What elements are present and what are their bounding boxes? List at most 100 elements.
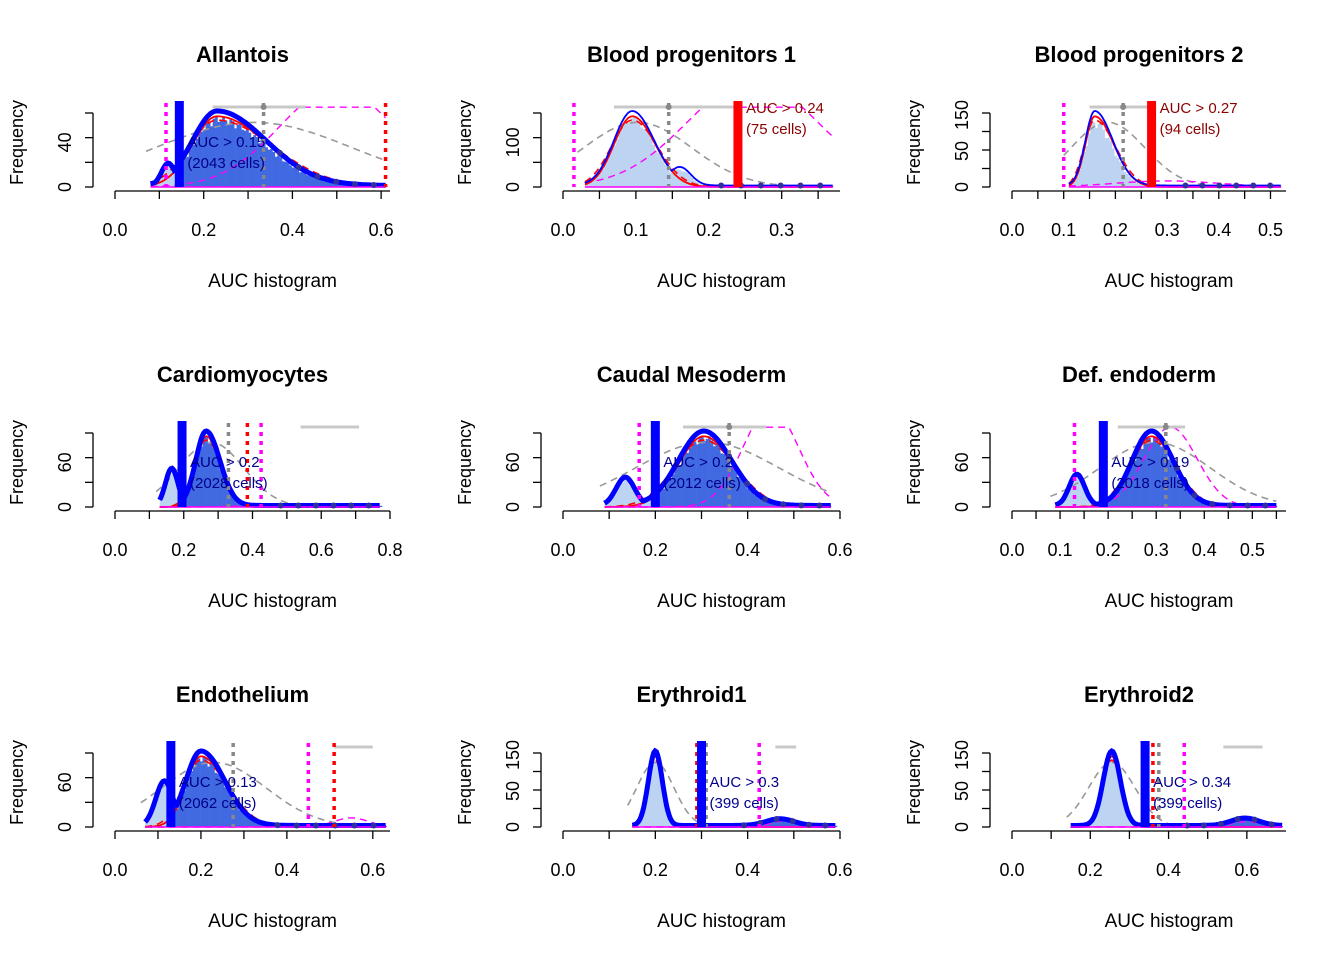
histogram-bar <box>783 820 787 827</box>
histogram-bar <box>252 821 256 827</box>
histogram-bar <box>584 184 588 187</box>
histogram-bar <box>291 167 295 187</box>
y-axis-label: Frequency <box>7 100 27 185</box>
histogram-bar <box>686 452 690 507</box>
x-tick-label: 0.2 <box>171 540 196 560</box>
y-tick-label: 60 <box>952 452 972 472</box>
histogram-bar <box>250 137 254 187</box>
histogram-bar <box>215 116 218 187</box>
histogram-bar <box>191 144 194 187</box>
histogram-bar <box>207 121 211 187</box>
histogram-bar <box>652 144 656 187</box>
histogram-bar <box>200 446 204 507</box>
histogram-bar <box>180 794 184 827</box>
histogram-bar <box>1095 128 1098 187</box>
histogram-bar <box>255 137 259 187</box>
histogram-bar <box>200 761 203 827</box>
histogram-bar <box>1114 155 1117 187</box>
threshold-annotation: AUC > 0.15 <box>187 134 265 151</box>
histogram-bar <box>1169 460 1173 507</box>
histogram-bar <box>786 821 790 827</box>
tail-point <box>1250 182 1257 189</box>
threshold-cells: (2062 cells) <box>179 795 257 812</box>
x-tick-label: 0.5 <box>1240 540 1265 560</box>
tail-point <box>777 182 784 189</box>
x-axis-label: AUC histogram <box>657 591 786 612</box>
x-tick-label: 0.4 <box>1206 220 1231 240</box>
density-gray-dashed <box>1063 121 1281 188</box>
histogram-bar <box>1123 803 1126 827</box>
x-axis-label: AUC histogram <box>1105 591 1234 612</box>
histogram-bar <box>195 757 198 827</box>
histogram-bar <box>676 169 680 187</box>
histogram-bar <box>205 435 208 507</box>
histogram-bar <box>198 132 202 187</box>
threshold-annotation: AUC > 0.3 <box>710 774 780 791</box>
histogram-bar <box>1096 807 1100 827</box>
histogram-bar <box>317 179 321 187</box>
histogram-bar <box>320 179 323 187</box>
histogram-bar <box>188 773 191 827</box>
x-tick-label: 0.4 <box>274 860 299 880</box>
histogram-bar <box>267 149 271 187</box>
histogram-bar <box>688 448 692 507</box>
histogram-bar <box>1110 498 1113 507</box>
tail-point <box>797 182 804 189</box>
histogram-bar <box>1130 821 1133 827</box>
histogram-bar <box>1155 437 1159 507</box>
threshold-annotation: AUC > 0.2 <box>190 454 260 471</box>
histogram-bar <box>149 814 153 827</box>
histogram-bar <box>633 115 636 187</box>
histogram-bar <box>1186 490 1189 507</box>
x-axis-label: AUC histogram <box>657 911 786 932</box>
histogram-bar <box>688 175 692 187</box>
histogram-bar <box>739 478 743 507</box>
histogram-bar <box>200 131 204 187</box>
histogram-bar <box>604 163 607 187</box>
histogram-bar <box>669 172 672 187</box>
histogram-bar <box>253 135 257 187</box>
y-tick-label: 50 <box>503 781 523 801</box>
histogram-bar <box>308 175 312 187</box>
histogram-bar <box>771 821 775 827</box>
histogram-bar <box>231 800 234 827</box>
histogram-bar <box>214 772 218 827</box>
histogram-bar <box>1239 820 1243 827</box>
histogram-bar <box>645 501 649 507</box>
histogram-bar <box>1083 152 1086 187</box>
histogram-bar <box>1207 504 1211 507</box>
histogram-bar <box>1137 183 1141 187</box>
histogram-bar <box>681 171 684 187</box>
histogram-bar <box>592 179 595 187</box>
histogram-bar <box>710 440 714 507</box>
x-tick-label: 0.6 <box>1234 860 1259 880</box>
histogram-bar <box>159 499 163 507</box>
histogram-bar <box>178 800 182 827</box>
chart-panel: Allantois Frequency AUC histogram AUC > 0.1… <box>7 42 394 292</box>
histogram-bar <box>1129 467 1132 507</box>
histogram-bar <box>255 822 258 827</box>
y-axis-label: Frequency <box>904 420 924 505</box>
histogram-bar <box>296 169 300 187</box>
histogram-bar <box>639 819 643 827</box>
histogram-bar <box>229 491 232 507</box>
histogram-bar <box>705 438 709 507</box>
histogram-bar <box>246 128 249 187</box>
histogram-bar <box>1256 822 1260 827</box>
y-tick-label: 0 <box>503 182 523 192</box>
histogram-bar <box>305 175 309 187</box>
histogram-bar <box>696 444 699 507</box>
histogram-bar <box>234 128 237 187</box>
histogram-bar <box>651 760 655 827</box>
histogram-bar <box>712 446 716 507</box>
histogram-bar <box>1086 495 1089 507</box>
histogram-bar <box>628 123 631 187</box>
histogram-bar <box>765 501 769 507</box>
histogram-bar <box>775 504 779 507</box>
y-tick-label: 50 <box>952 141 972 161</box>
histogram-bar <box>204 757 208 827</box>
histogram-bar <box>1193 498 1197 507</box>
histogram-bar <box>700 435 704 507</box>
histogram-bar <box>658 768 662 827</box>
histogram-bar <box>737 476 740 507</box>
